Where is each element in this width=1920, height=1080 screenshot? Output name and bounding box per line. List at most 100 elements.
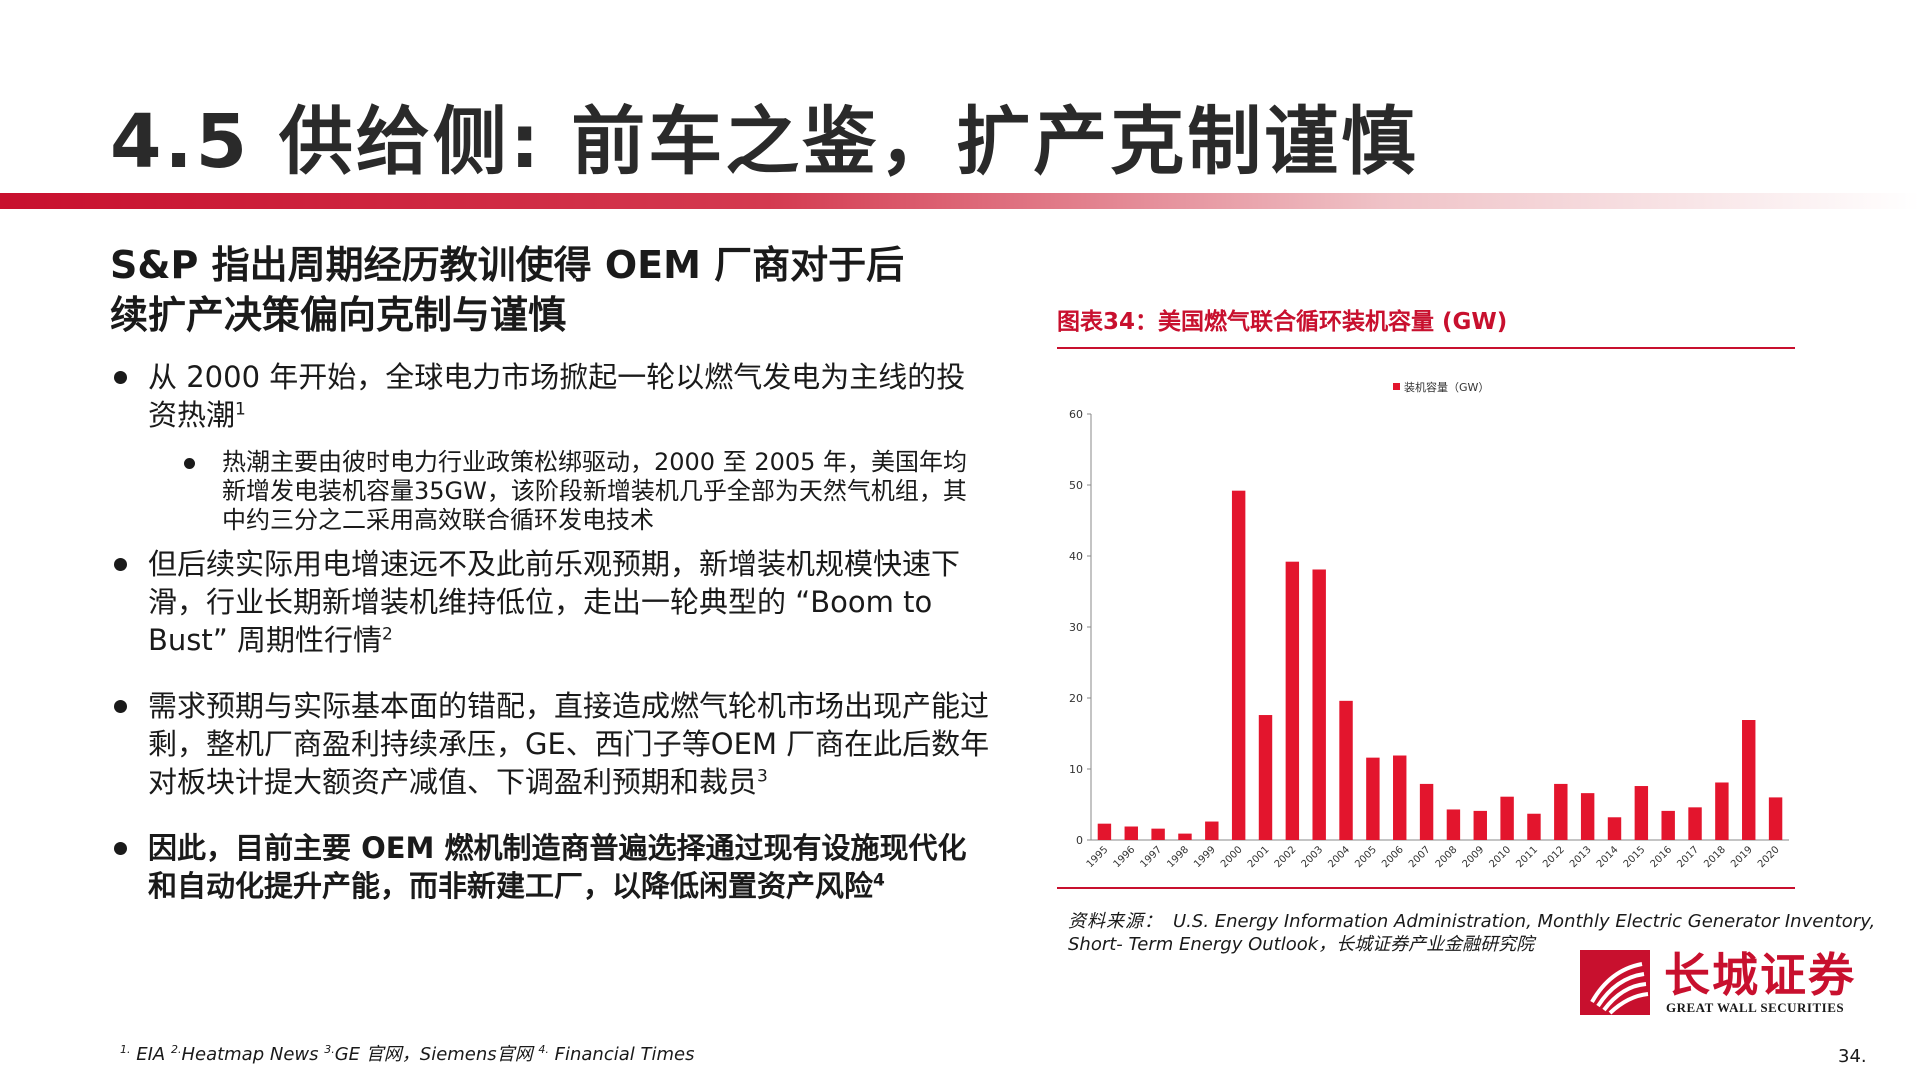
bar-2007 — [1419, 783, 1434, 840]
bar-2000 — [1231, 490, 1246, 840]
bar-2002 — [1285, 561, 1300, 840]
sub-bullet-1: 热潮主要由彼时电力行业政策松绑驱动，2000 至 2005 年，美国年均新增发电… — [180, 448, 990, 535]
x-tick-label: 2004 — [1326, 844, 1352, 870]
footnote-2-ref: 2. — [170, 1043, 182, 1056]
bar-1999 — [1205, 821, 1219, 840]
y-tick-label: 50 — [1069, 479, 1083, 492]
x-tick-label: 2016 — [1649, 844, 1675, 870]
bar-2013 — [1580, 793, 1595, 840]
source-label: 资料来源： — [1068, 911, 1163, 932]
bullet-dot-icon — [114, 371, 127, 384]
bar-2004 — [1339, 700, 1353, 840]
bar-2005 — [1366, 757, 1380, 840]
bar-2008 — [1446, 809, 1461, 840]
source-line-1: U.S. Energy Information Administration, … — [1173, 911, 1876, 932]
x-tick-label: 2006 — [1380, 844, 1406, 870]
bar-1998 — [1178, 833, 1192, 840]
bar-2017 — [1688, 807, 1702, 840]
bullet-dot-icon — [114, 558, 127, 571]
bullet-1: 从 2000 年开始，全球电力市场掀起一轮以燃气发电为主线的投资热潮1 热潮主要… — [110, 358, 990, 535]
bullet-3: 需求预期与实际基本面的错配，直接造成燃气轮机市场出现产能过剩，整机厂商盈利持续承… — [110, 687, 990, 801]
chart-bottom-rule — [1057, 887, 1795, 889]
bullet-list: 从 2000 年开始，全球电力市场掀起一轮以燃气发电为主线的投资热潮1 热潮主要… — [110, 358, 990, 905]
source-line-2: Short- Term Energy Outlook，长城证券产业金融研究院 — [1068, 934, 1535, 955]
footnote-3-ref: 3. — [324, 1043, 335, 1056]
bar-1996 — [1124, 826, 1138, 840]
bar-2006 — [1393, 755, 1407, 840]
x-tick-label: 1997 — [1138, 844, 1164, 870]
footnote-3-text: GE 官网，Siemens官网 — [334, 1044, 539, 1065]
x-tick-label: 2012 — [1541, 844, 1567, 870]
title-underline-bar — [0, 193, 1920, 209]
bullet-dot-icon — [114, 842, 127, 855]
x-tick-label: 2002 — [1273, 844, 1299, 870]
bullet-1-footnote-ref: 1 — [235, 399, 246, 420]
x-tick-label: 2020 — [1756, 844, 1782, 870]
great-wall-logo-icon — [1580, 950, 1650, 1015]
y-tick-label: 10 — [1069, 763, 1083, 776]
bullet-2: 但后续实际用电增速远不及此前乐观预期，新增装机规模快速下滑，行业长期新增装机维持… — [110, 545, 990, 659]
x-tick-label: 2019 — [1729, 844, 1755, 870]
x-tick-label: 2014 — [1595, 844, 1621, 870]
bullet-4-footnote-ref: 4 — [873, 870, 885, 891]
bar-2001 — [1258, 715, 1273, 840]
bar-2010 — [1500, 796, 1514, 840]
bullet-2-footnote-ref: 2 — [382, 624, 393, 645]
bar-2011 — [1527, 813, 1541, 840]
y-tick-label: 40 — [1069, 550, 1083, 563]
bar-1995 — [1097, 823, 1112, 840]
logo-chinese-name: 长城证券 — [1664, 948, 1856, 1002]
page-title: 4.5 供给侧: 前车之鉴，扩产克制谨慎 — [110, 99, 1419, 185]
x-tick-label: 2011 — [1514, 844, 1540, 870]
bullet-3-text: 需求预期与实际基本面的错配，直接造成燃气轮机市场出现产能过剩，整机厂商盈利持续承… — [148, 689, 990, 799]
y-tick-label: 20 — [1069, 692, 1083, 705]
x-tick-label: 2009 — [1461, 844, 1487, 870]
sub-bullet-dot-icon — [184, 458, 195, 469]
x-tick-label: 2001 — [1246, 844, 1272, 870]
footnote-1-ref: 1. — [120, 1043, 131, 1056]
legend-swatch — [1393, 383, 1400, 390]
x-tick-label: 2018 — [1702, 844, 1728, 870]
bullet-4-text: 因此，目前主要 OEM 燃机制造商普遍选择通过现有设施现代化和自动化提升产能，而… — [148, 831, 967, 903]
y-tick-label: 30 — [1069, 621, 1083, 634]
x-tick-label: 2010 — [1487, 844, 1513, 870]
x-tick-label: 1995 — [1085, 844, 1111, 870]
x-tick-label: 2017 — [1675, 844, 1701, 870]
footnote-1-text: EIA — [130, 1044, 171, 1065]
headline-line-2: 续扩产决策偏向克制与谨慎 — [110, 293, 567, 337]
headline: S&P 指出周期经历教训使得 OEM 厂商对于后 续扩产决策偏向克制与谨慎 — [110, 240, 990, 340]
x-tick-label: 2003 — [1300, 844, 1326, 870]
x-tick-label: 1996 — [1112, 844, 1138, 870]
y-tick-label: 60 — [1069, 408, 1083, 421]
footnotes: 1. EIA 2.Heatmap News 3.GE 官网，Siemens官网 … — [120, 1040, 694, 1066]
sub-bullet-1-text: 热潮主要由彼时电力行业政策松绑驱动，2000 至 2005 年，美国年均新增发电… — [222, 448, 968, 534]
x-tick-label: 2007 — [1407, 844, 1433, 870]
chart-top-rule — [1057, 347, 1795, 349]
legend-label: 装机容量（GW） — [1404, 380, 1489, 394]
x-tick-label: 2000 — [1219, 844, 1245, 870]
footnote-4-ref: 4. — [538, 1043, 549, 1056]
x-tick-label: 2015 — [1622, 844, 1648, 870]
x-tick-label: 2005 — [1353, 844, 1379, 870]
logo-english-name: GREAT WALL SECURITIES — [1666, 1000, 1845, 1015]
x-tick-label: 1998 — [1165, 844, 1191, 870]
bar-2003 — [1312, 569, 1326, 840]
left-text-panel: S&P 指出周期经历教训使得 OEM 厂商对于后 续扩产决策偏向克制与谨慎 从 … — [110, 240, 990, 905]
bullet-3-footnote-ref: 3 — [757, 766, 768, 787]
bar-2015 — [1634, 786, 1649, 840]
x-tick-label: 2008 — [1434, 844, 1460, 870]
bullet-2-text: 但后续实际用电增速远不及此前乐观预期，新增装机规模快速下滑，行业长期新增装机维持… — [148, 547, 961, 657]
bar-2016 — [1661, 810, 1675, 840]
bar-2009 — [1473, 810, 1487, 840]
page-number: 34. — [1838, 1046, 1867, 1067]
bullet-1-text: 从 2000 年开始，全球电力市场掀起一轮以燃气发电为主线的投资热潮 — [148, 360, 966, 432]
y-tick-label: 0 — [1076, 834, 1083, 847]
footnote-4-text: Financial Times — [548, 1044, 695, 1065]
bar-2019 — [1742, 720, 1756, 840]
x-tick-label: 2013 — [1568, 844, 1594, 870]
sub-bullet-list: 热潮主要由彼时电力行业政策松绑驱动，2000 至 2005 年，美国年均新增发电… — [148, 448, 990, 535]
bar-chart: 装机容量（GW） 0 10 20 30 40 50 60 1995 1996 1997 1998 199… — [1069, 380, 1789, 870]
headline-line-1: S&P 指出周期经历教训使得 OEM 厂商对于后 — [110, 243, 905, 287]
bullet-4: 因此，目前主要 OEM 燃机制造商普遍选择通过现有设施现代化和自动化提升产能，而… — [110, 829, 990, 905]
company-logo: 长城证券 GREAT WALL SECURITIES — [1580, 950, 1870, 1015]
